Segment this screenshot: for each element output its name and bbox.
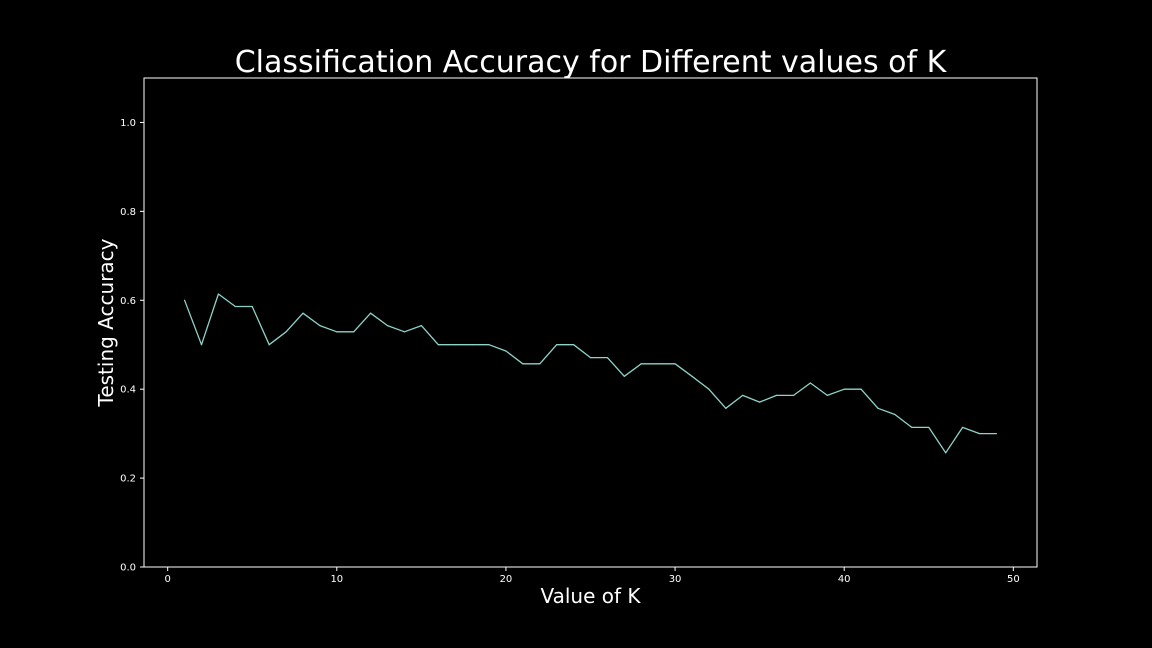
data-point (792, 394, 795, 397)
y-tick-label: 0.6 (120, 296, 136, 307)
data-point (843, 388, 845, 390)
data-point (691, 375, 693, 377)
data-point (200, 344, 203, 346)
data-points (183, 293, 998, 454)
x-tick-label: 20 (500, 574, 513, 585)
data-point (911, 426, 913, 429)
data-point (572, 344, 575, 346)
data-point (386, 325, 389, 327)
y-tick-label: 0.4 (120, 385, 136, 396)
y-axis-label: Testing Accuracy (94, 238, 118, 407)
y-tick-label: 0.2 (120, 474, 136, 485)
x-axis-ticks: 0 10 20 30 40 50 (164, 567, 1020, 585)
data-point (894, 413, 896, 416)
plot-area-frame (143, 77, 1038, 568)
data-point (742, 394, 744, 397)
data-point (775, 394, 778, 397)
data-point (505, 350, 507, 352)
data-point (251, 305, 253, 308)
data-point (978, 433, 981, 435)
data-point (522, 363, 524, 365)
data-point (877, 407, 879, 409)
data-point (589, 357, 592, 359)
data-point (353, 331, 355, 333)
data-point (961, 426, 964, 429)
data-point (370, 312, 372, 314)
data-point (437, 344, 439, 346)
y-tick-label: 0.8 (120, 207, 136, 218)
chart-title: Classification Accuracy for Different va… (235, 45, 948, 80)
x-tick-label: 0 (164, 574, 170, 585)
data-point (454, 344, 456, 346)
x-tick-label: 50 (1007, 574, 1020, 585)
y-tick-label: 0.0 (120, 563, 136, 574)
data-point (336, 331, 338, 333)
data-point (708, 388, 710, 390)
x-tick-label: 30 (669, 574, 682, 585)
data-point (640, 363, 642, 365)
data-point (606, 357, 609, 359)
data-point (319, 325, 321, 327)
data-point (556, 344, 558, 346)
data-point (183, 299, 186, 301)
data-point (488, 344, 490, 346)
data-point (759, 401, 761, 403)
data-point (657, 363, 659, 365)
data-point (860, 388, 862, 390)
data-point (826, 394, 828, 397)
y-tick-label: 1.0 (120, 118, 136, 129)
data-point (403, 331, 406, 333)
data-point (420, 325, 422, 327)
data-point (995, 433, 998, 435)
x-axis-label: Value of K (540, 584, 641, 608)
x-tick-label: 10 (330, 574, 343, 585)
data-point (945, 452, 947, 454)
data-point (234, 305, 236, 308)
data-point (928, 426, 930, 429)
data-point (285, 331, 287, 333)
data-point (623, 375, 625, 377)
y-axis-ticks: 0.0 0.2 0.4 0.6 0.8 1.0 (120, 118, 144, 574)
x-tick-label: 40 (838, 574, 851, 585)
data-point (302, 312, 304, 314)
data-point (809, 382, 811, 384)
data-point (217, 293, 220, 295)
data-point (674, 363, 676, 365)
data-point (268, 344, 270, 346)
data-point (725, 407, 727, 409)
data-point (471, 344, 473, 346)
data-point (539, 363, 541, 365)
